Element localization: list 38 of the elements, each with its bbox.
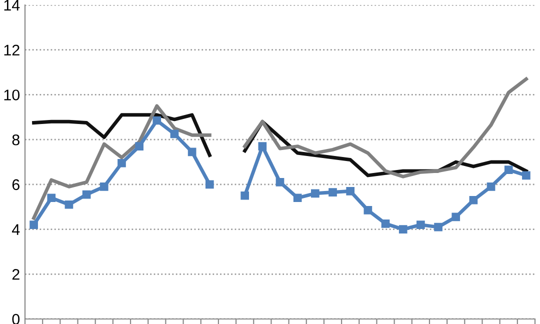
point bbox=[152, 116, 162, 125]
y-tick-label: 2 bbox=[12, 269, 20, 280]
y-tick-label: 10 bbox=[4, 90, 20, 100]
point bbox=[188, 148, 196, 156]
point bbox=[30, 220, 38, 229]
point bbox=[469, 196, 478, 204]
line-series bbox=[32, 113, 212, 158]
point bbox=[328, 188, 337, 196]
point bbox=[64, 200, 74, 209]
point bbox=[416, 220, 425, 229]
point bbox=[364, 206, 372, 214]
point bbox=[293, 194, 302, 202]
point bbox=[135, 142, 144, 150]
point bbox=[100, 182, 108, 191]
y-tick-label: 8 bbox=[12, 134, 20, 146]
y-tick-label: 12 bbox=[4, 44, 20, 56]
point bbox=[434, 222, 442, 232]
point bbox=[205, 180, 214, 189]
point bbox=[276, 178, 284, 186]
y-tick-label: 14 bbox=[4, 0, 20, 11]
point bbox=[118, 158, 126, 168]
point bbox=[381, 220, 390, 228]
line-series bbox=[243, 77, 528, 178]
line-series bbox=[32, 104, 212, 220]
y-tick-label: 4 bbox=[12, 224, 20, 235]
point bbox=[504, 166, 513, 174]
point bbox=[82, 190, 91, 199]
point bbox=[258, 142, 267, 150]
point bbox=[522, 171, 530, 180]
point bbox=[240, 191, 249, 200]
point bbox=[346, 186, 355, 196]
point bbox=[452, 212, 460, 222]
point bbox=[47, 194, 56, 202]
point bbox=[311, 189, 320, 198]
point bbox=[398, 225, 408, 234]
point bbox=[486, 182, 496, 191]
y-tick-label: 6 bbox=[12, 179, 20, 190]
point bbox=[170, 130, 179, 138]
